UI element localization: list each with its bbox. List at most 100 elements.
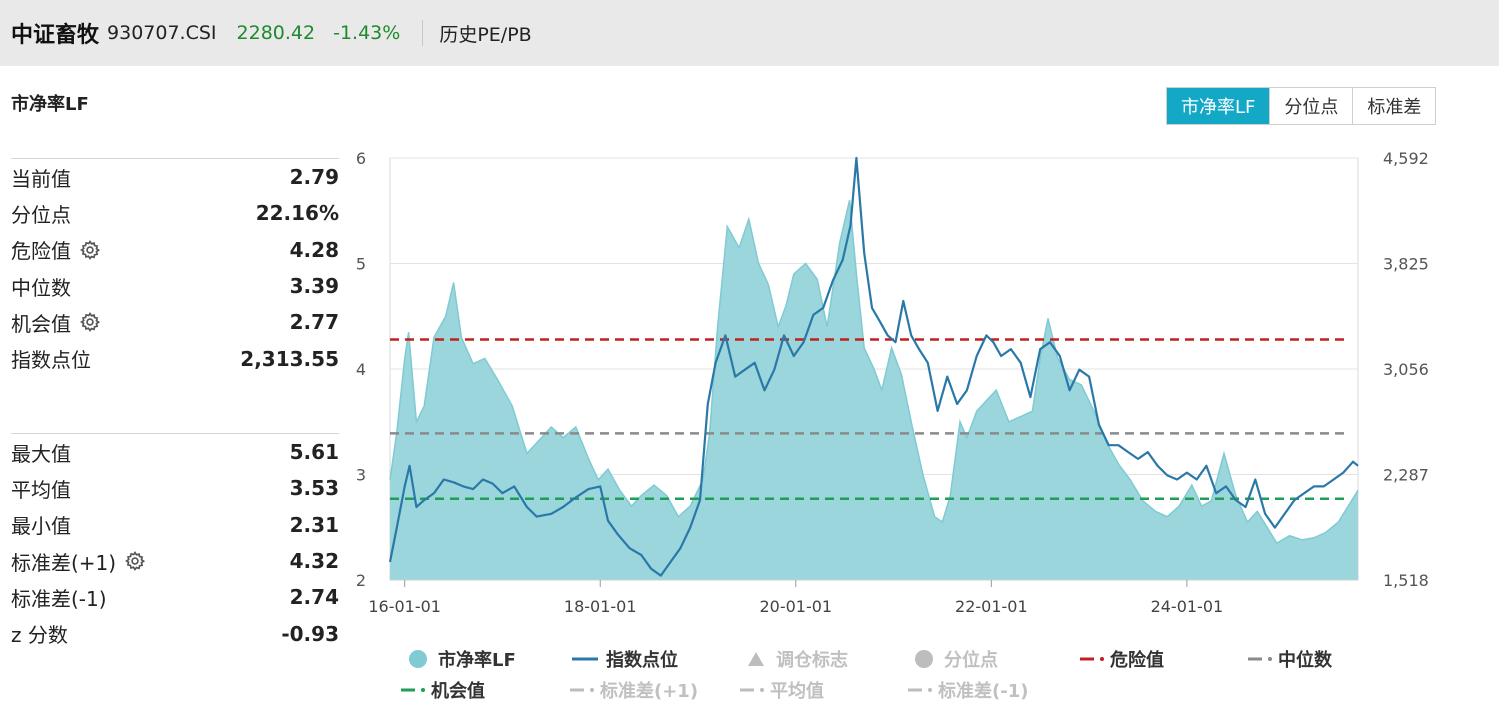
y-right-tick-label: 2,287 bbox=[1383, 466, 1429, 485]
y-right-tick-label: 3,056 bbox=[1383, 360, 1429, 379]
legend-label: 市净率LF bbox=[438, 649, 516, 671]
legend-dot-icon bbox=[1268, 657, 1272, 661]
gear-icon[interactable] bbox=[79, 311, 101, 333]
stat-label: 标准差(+1) bbox=[11, 550, 117, 575]
stat-value: 4.32 bbox=[289, 549, 339, 574]
gear-icon[interactable] bbox=[124, 550, 146, 572]
legend-item[interactable]: 机会值 bbox=[401, 680, 485, 702]
x-tick-label: 20-01-01 bbox=[759, 597, 832, 616]
stat-value: 3.39 bbox=[289, 274, 339, 299]
stat-label: 平均值 bbox=[11, 477, 71, 502]
stat-value: -0.93 bbox=[281, 621, 339, 646]
legend-item[interactable]: 标准差(-1) bbox=[908, 680, 1028, 702]
stat-row-mean: 平均值 3.53 bbox=[11, 470, 339, 506]
legend-item[interactable]: 中位数 bbox=[1248, 649, 1333, 671]
legend-item[interactable]: 调仓标志 bbox=[748, 649, 848, 671]
stat-value: 2.31 bbox=[289, 512, 339, 537]
stat-value: 3.53 bbox=[289, 476, 339, 501]
legend-item[interactable]: 指数点位 bbox=[572, 649, 678, 671]
stat-row-std-minus: 标准差(-1) 2.74 bbox=[11, 579, 339, 615]
legend-dot-icon bbox=[1100, 657, 1104, 661]
stat-label: 标准差(-1) bbox=[11, 586, 107, 611]
x-tick-label: 24-01-01 bbox=[1151, 597, 1224, 616]
y-right-tick-label: 4,592 bbox=[1383, 149, 1429, 168]
index-price: 2280.42 bbox=[236, 22, 316, 44]
y-left-tick-label: 2 bbox=[356, 571, 366, 590]
stat-row-danger: 危险值 4.28 bbox=[11, 232, 339, 268]
header-divider bbox=[422, 20, 424, 46]
stat-row-std-plus: 标准差(+1) 4.32 bbox=[11, 543, 339, 579]
stat-value: 2.77 bbox=[289, 310, 339, 335]
legend-label: 指数点位 bbox=[606, 649, 678, 671]
stat-row-current: 当前值 2.79 bbox=[11, 159, 339, 195]
stat-value: 5.61 bbox=[289, 440, 339, 465]
index-line bbox=[388, 156, 1359, 577]
y-left-tick-label: 3 bbox=[356, 466, 366, 485]
legend-dot-icon bbox=[590, 688, 594, 692]
legend-circle-icon bbox=[915, 650, 933, 668]
stat-row-median: 中位数 3.39 bbox=[11, 268, 339, 304]
stat-value: 22.16% bbox=[255, 201, 339, 226]
y-right-tick-label: 1,518 bbox=[1383, 571, 1429, 590]
pb-area-outline bbox=[389, 200, 1359, 545]
pb-area bbox=[390, 200, 1358, 580]
index-name: 中证畜牧 bbox=[11, 23, 100, 48]
legend-label: 标准差(-1) bbox=[937, 680, 1028, 702]
legend-label: 危险值 bbox=[1109, 649, 1164, 671]
legend-label: 标准差(+1) bbox=[599, 680, 698, 702]
gear-icon[interactable] bbox=[79, 239, 101, 261]
section-title: 市净率LF bbox=[11, 94, 89, 115]
stat-label: 机会值 bbox=[11, 311, 71, 336]
tab-std-dev[interactable]: 标准差 bbox=[1352, 88, 1436, 124]
legend-dot-icon bbox=[421, 688, 425, 692]
legend-circle-icon bbox=[409, 650, 427, 668]
legend-label: 中位数 bbox=[1278, 649, 1333, 671]
stats-summary: 最大值 5.61 平均值 3.53 最小值 2.31 标准差(+1) 4.32 … bbox=[11, 433, 339, 652]
stat-label: 指数点位 bbox=[11, 348, 91, 373]
legend-dot-icon bbox=[760, 688, 764, 692]
stat-row-z-score: z 分数 -0.93 bbox=[11, 615, 339, 651]
stat-row-min: 最小值 2.31 bbox=[11, 507, 339, 543]
index-header: 中证畜牧 930707.CSI 2280.42 -1.43% 历史PE/PB bbox=[0, 0, 1499, 66]
y-left-tick-label: 6 bbox=[356, 149, 366, 168]
legend-item[interactable]: 分位点 bbox=[915, 649, 998, 671]
tab-pb[interactable]: 市净率LF bbox=[1167, 88, 1270, 124]
stat-label: 中位数 bbox=[11, 275, 71, 300]
history-pe-pb-link[interactable]: 历史PE/PB bbox=[439, 23, 532, 46]
stat-label: 分位点 bbox=[11, 202, 71, 227]
legend-label: 调仓标志 bbox=[776, 649, 848, 671]
stat-label: 危险值 bbox=[11, 239, 71, 264]
legend-item[interactable]: 市净率LF bbox=[409, 649, 516, 671]
stat-label: z 分数 bbox=[11, 623, 68, 648]
metric-tabs: 市净率LF 分位点 标准差 bbox=[1166, 87, 1437, 125]
x-tick-label: 18-01-01 bbox=[564, 597, 637, 616]
legend-item[interactable]: 平均值 bbox=[740, 680, 824, 702]
legend-label: 分位点 bbox=[944, 649, 998, 671]
stat-row-opportunity: 机会值 2.77 bbox=[11, 304, 339, 340]
legend-item[interactable]: 标准差(+1) bbox=[570, 680, 698, 702]
y-left-tick-label: 5 bbox=[356, 255, 366, 274]
y-left-tick-label: 4 bbox=[356, 360, 366, 379]
stat-value: 2,313.55 bbox=[240, 346, 339, 371]
legend-label: 机会值 bbox=[431, 680, 485, 702]
stat-label: 最小值 bbox=[11, 514, 71, 539]
legend-item[interactable]: 危险值 bbox=[1080, 649, 1164, 671]
legend-triangle-icon bbox=[748, 652, 764, 666]
legend-dot-icon bbox=[928, 688, 932, 692]
x-tick-label: 16-01-01 bbox=[368, 597, 441, 616]
tab-percentile[interactable]: 分位点 bbox=[1269, 88, 1353, 124]
stat-row-max: 最大值 5.61 bbox=[11, 434, 339, 470]
stat-label: 当前值 bbox=[11, 166, 71, 191]
stat-row-index-points: 指数点位 2,313.55 bbox=[11, 340, 339, 376]
index-code: 930707.CSI bbox=[107, 22, 217, 44]
stat-value: 2.74 bbox=[289, 585, 339, 610]
x-tick-label: 22-01-01 bbox=[955, 597, 1028, 616]
stat-value: 2.79 bbox=[289, 165, 339, 190]
stat-row-percentile: 分位点 22.16% bbox=[11, 195, 339, 231]
legend-label: 平均值 bbox=[770, 680, 824, 702]
y-right-tick-label: 3,825 bbox=[1383, 255, 1429, 274]
stat-label: 最大值 bbox=[11, 441, 71, 466]
stats-current: 当前值 2.79 分位点 22.16% 危险值 4.28 中位数 3.39 机会… bbox=[11, 158, 339, 377]
stat-value: 4.28 bbox=[289, 237, 339, 262]
